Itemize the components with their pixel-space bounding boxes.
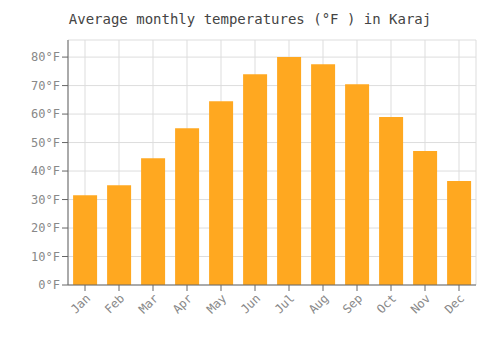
svg-text:50°F: 50°F bbox=[31, 136, 60, 150]
svg-text:Aug: Aug bbox=[306, 291, 331, 316]
svg-text:70°F: 70°F bbox=[31, 79, 60, 93]
svg-text:0°F: 0°F bbox=[38, 278, 60, 292]
svg-text:Mar: Mar bbox=[136, 291, 161, 316]
svg-text:Jun: Jun bbox=[238, 291, 263, 316]
svg-text:20°F: 20°F bbox=[31, 221, 60, 235]
svg-text:80°F: 80°F bbox=[31, 50, 60, 64]
svg-text:Jul: Jul bbox=[272, 291, 297, 316]
svg-text:Sep: Sep bbox=[340, 291, 365, 316]
svg-text:Apr: Apr bbox=[170, 291, 195, 316]
svg-text:30°F: 30°F bbox=[31, 193, 60, 207]
svg-text:40°F: 40°F bbox=[31, 164, 60, 178]
svg-text:Dec: Dec bbox=[442, 291, 467, 316]
svg-text:10°F: 10°F bbox=[31, 250, 60, 264]
svg-text:May: May bbox=[204, 291, 229, 316]
html-text:Average monthly temperatures (: Average monthly temperatures (°F ) in Ka… bbox=[68, 11, 432, 27]
svg-text:Feb: Feb bbox=[102, 291, 127, 316]
svg-text:Nov: Nov bbox=[408, 291, 433, 316]
svg-text:60°F: 60°F bbox=[31, 107, 60, 121]
svg-text:Jan: Jan bbox=[68, 291, 93, 316]
svg-text:Oct: Oct bbox=[374, 291, 399, 316]
